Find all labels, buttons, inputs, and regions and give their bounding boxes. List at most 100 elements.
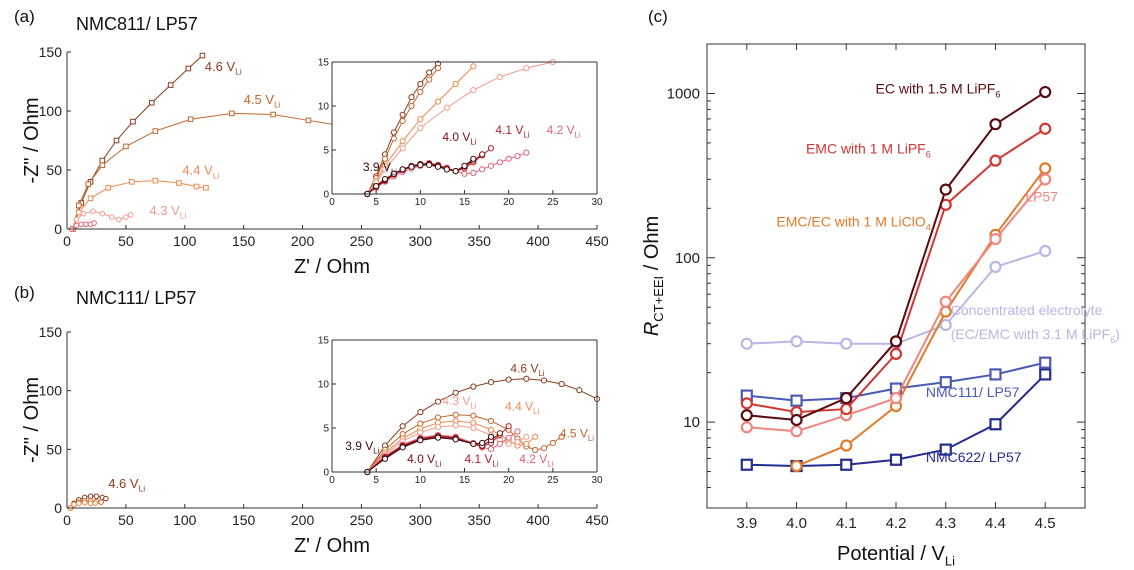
annotation-b_inset-3: 4.5 VLi [560,427,594,443]
y-tick-label: 15 [318,58,330,69]
plot-c: 10 100 1000 3.9 4.0 4.1 4.2 4.3 4.4 4.5 EC with 1.… [641,43,1120,569]
y-tick-label: 150 [39,324,63,340]
x-tick-label: 5 [373,197,379,208]
data-point-b_inset-1-13 [549,439,556,447]
data-point-a_inset-3-2 [381,166,389,173]
data-point-a_inset-2-3 [399,138,406,145]
data-point-c-0-2 [840,337,853,350]
data-point-a_inset-5-14 [487,145,495,152]
data-point-b_inset-7-2 [399,444,406,451]
data-point-c-2-4 [939,376,952,389]
x-tick-label: 300 [409,512,433,528]
annotation-a_inset-0: 4.0 VLi [442,130,476,146]
data-point-c-6-6 [1039,85,1052,99]
data-point-a-0-4 [113,137,120,144]
data-point-a-3-5 [108,214,115,220]
annotation-a_inset-1: 4.1 VLi [495,123,529,139]
data-point-b_inset-3-4 [434,424,442,431]
y-tick-label: 10 [683,414,700,431]
annotation-b_inset-7: 4.2 VLi [519,452,553,468]
x-axis-title: Z' / Ohm [294,256,370,278]
data-point-a_inset-3-7 [496,73,503,81]
data-point-c-6-4 [939,183,952,196]
data-point-b_inset-0-5 [452,389,459,396]
x-tick-label: 20 [503,197,515,208]
data-point-a-1-1 [75,202,82,209]
data-point-b_inset-7-7 [479,439,486,447]
x-tick-label: 0 [63,512,71,528]
data-point-a-1-7 [229,110,235,117]
data-point-b_inset-5-10 [505,423,512,430]
x-tick-label: 300 [409,233,433,249]
data-point-c-0-6 [1039,244,1052,258]
data-point-c-3-5 [1039,162,1052,175]
data-point-a-3-8 [127,212,134,218]
data-point-a_inset-1-6 [417,88,424,96]
data-point-a-1-8 [270,111,276,118]
data-point-b-0-4 [87,493,94,500]
data-point-a_inset-2-6 [452,80,459,88]
series-label-c-2: LP57 [1025,189,1058,205]
data-point-a_inset-3-6 [470,87,477,94]
data-point-b_inset-1-6 [470,412,477,419]
data-point-c-4-5 [989,232,1002,246]
data-point-a-1-6 [187,116,194,123]
data-point-a-4-3 [83,221,89,228]
y-tick-label: 15 [318,336,330,347]
data-point-b_inset-7-4 [434,434,442,441]
data-point-b_inset-7-3 [417,437,424,444]
data-point-b_inset-1-5 [452,411,459,418]
series-label-c-1: EMC with 1 M LiPF6 [806,141,931,160]
data-point-b_inset-7-8 [487,433,495,440]
data-point-b_inset-1-11 [532,446,539,454]
data-point-a_inset-7-1 [373,182,380,190]
annotation-a_inset-3: 3.9 VLi [363,160,397,176]
x-tick-label: 400 [526,512,550,528]
data-point-b_inset-3-5 [452,422,459,429]
data-point-a_inset-1-8 [434,65,442,72]
data-point-b-0-7 [103,495,109,502]
data-point-a_inset-7-10 [452,168,459,175]
data-point-c-5-3 [889,347,903,361]
data-point-b_inset-0-12 [576,387,583,394]
data-point-b_inset-4-10 [505,434,512,441]
y-tick-label: 150 [39,44,63,60]
data-point-a-2-3 [105,184,112,191]
data-point-a-1-5 [152,128,159,134]
data-point-c-6-5 [989,118,1002,131]
y-tick-label: 0 [323,190,329,201]
x-tick-label: 4.1 [836,515,857,532]
data-point-b_inset-3-3 [417,429,424,436]
data-point-a-2-1 [75,209,82,216]
data-point-a_inset-7-9 [443,166,450,173]
series-label-c-4: Concentrated electrolyte [951,302,1103,318]
data-point-a_inset-0-4 [399,111,406,118]
data-point-c-2-5 [989,368,1002,381]
data-point-a_inset-4-17 [514,153,521,160]
x-tick-label: 350 [468,233,492,249]
x-tick-label: 20 [503,475,515,486]
series-line-a-0 [72,55,203,230]
y-tick-label: 100 [39,383,63,399]
x-tick-label: 0 [329,197,335,208]
x-tick-label: 50 [118,233,134,249]
data-point-c-0-0 [740,337,753,350]
data-point-b-0-5 [93,493,100,500]
x-tick-label: 0 [63,233,71,249]
data-point-a-2-8 [203,184,209,191]
data-point-b_inset-2-10 [523,440,530,447]
x-tick-label: 450 [585,512,609,528]
y-tick-label: 1000 [667,85,700,102]
data-point-b_inset-4-8 [487,446,495,453]
y-axis-title: -Z" / Ohm [21,377,43,463]
annotation-a-2: 4.4 VLi [182,163,219,181]
data-point-a_inset-4-16 [505,155,512,162]
data-point-a_inset-4-13 [479,166,486,173]
data-point-b_inset-0-9 [523,375,530,382]
x-tick-label: 400 [526,233,550,249]
data-point-a-1-9 [305,117,312,124]
data-point-b_inset-3-10 [514,438,521,446]
annotation-a_inset-2: 4.2 VLi [547,123,581,139]
data-point-a_inset-1-3 [390,135,397,142]
data-point-a-2-6 [176,180,182,186]
